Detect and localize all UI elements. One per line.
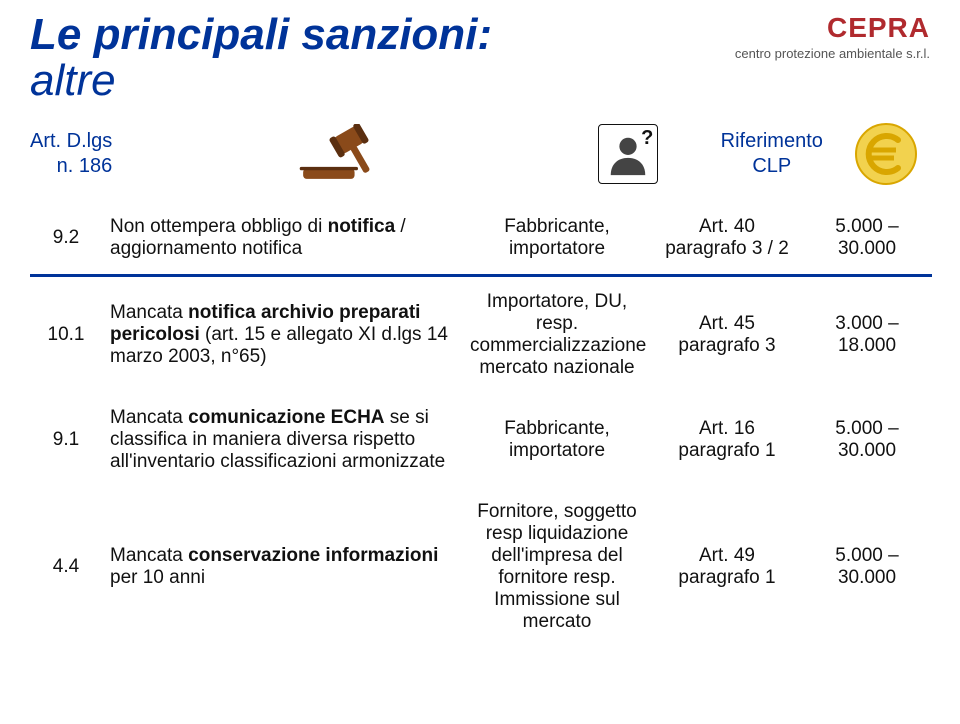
logo: CEPRA centro protezione ambientale s.r.l… [735, 12, 930, 61]
person-unknown-icon: ? [598, 124, 658, 184]
cell-description: Mancata notifica archivio preparati peri… [102, 276, 462, 394]
table-header-row: Art. D.lgs n. 186 ? [30, 122, 930, 186]
cell-subject: Fabbricante, importatore [462, 202, 652, 276]
table-row: 10.1Mancata notifica archivio preparati … [30, 276, 932, 394]
cell-description: Non ottempera obbligo di notifica / aggi… [102, 202, 462, 276]
cell-fine: 3.000 – 18.000 [802, 276, 932, 394]
header-clp: Riferimento CLP [703, 129, 841, 179]
cell-reference: Art. 40 paragrafo 3 / 2 [652, 202, 802, 276]
cell-subject: Importatore, DU, resp. commercializzazio… [462, 276, 652, 394]
cell-reference: Art. 16 paragrafo 1 [652, 393, 802, 487]
cell-subject: Fornitore, soggetto resp liquidazione de… [462, 487, 652, 647]
euro-icon [854, 122, 918, 186]
cell-article: 9.1 [30, 393, 102, 487]
cell-fine: 5.000 – 30.000 [802, 393, 932, 487]
logo-brand: CEPRA [735, 12, 930, 44]
page-title-line2: altre [30, 58, 930, 104]
cell-article: 9.2 [30, 202, 102, 276]
cell-description: Mancata conservazione informazioni per 1… [102, 487, 462, 647]
cell-reference: Art. 49 paragrafo 1 [652, 487, 802, 647]
cell-subject: Fabbricante, importatore [462, 393, 652, 487]
cell-article: 4.4 [30, 487, 102, 647]
cell-description: Mancata comunicazione ECHA se si classif… [102, 393, 462, 487]
goldfish-icon [6, 692, 48, 718]
header-article: Art. D.lgs n. 186 [30, 129, 139, 179]
cell-fine: 5.000 – 30.000 [802, 202, 932, 276]
sanctions-table: 9.2Non ottempera obbligo di notifica / a… [30, 202, 932, 647]
gavel-icon [291, 124, 401, 184]
cell-article: 10.1 [30, 276, 102, 394]
table-row: 4.4Mancata conservazione informazioni pe… [30, 487, 932, 647]
table-row: 9.1Mancata comunicazione ECHA se si clas… [30, 393, 932, 487]
logo-tagline: centro protezione ambientale s.r.l. [735, 46, 930, 61]
cell-reference: Art. 45 paragrafo 3 [652, 276, 802, 394]
table-row: 9.2Non ottempera obbligo di notifica / a… [30, 202, 932, 276]
cell-fine: 5.000 – 30.000 [802, 487, 932, 647]
